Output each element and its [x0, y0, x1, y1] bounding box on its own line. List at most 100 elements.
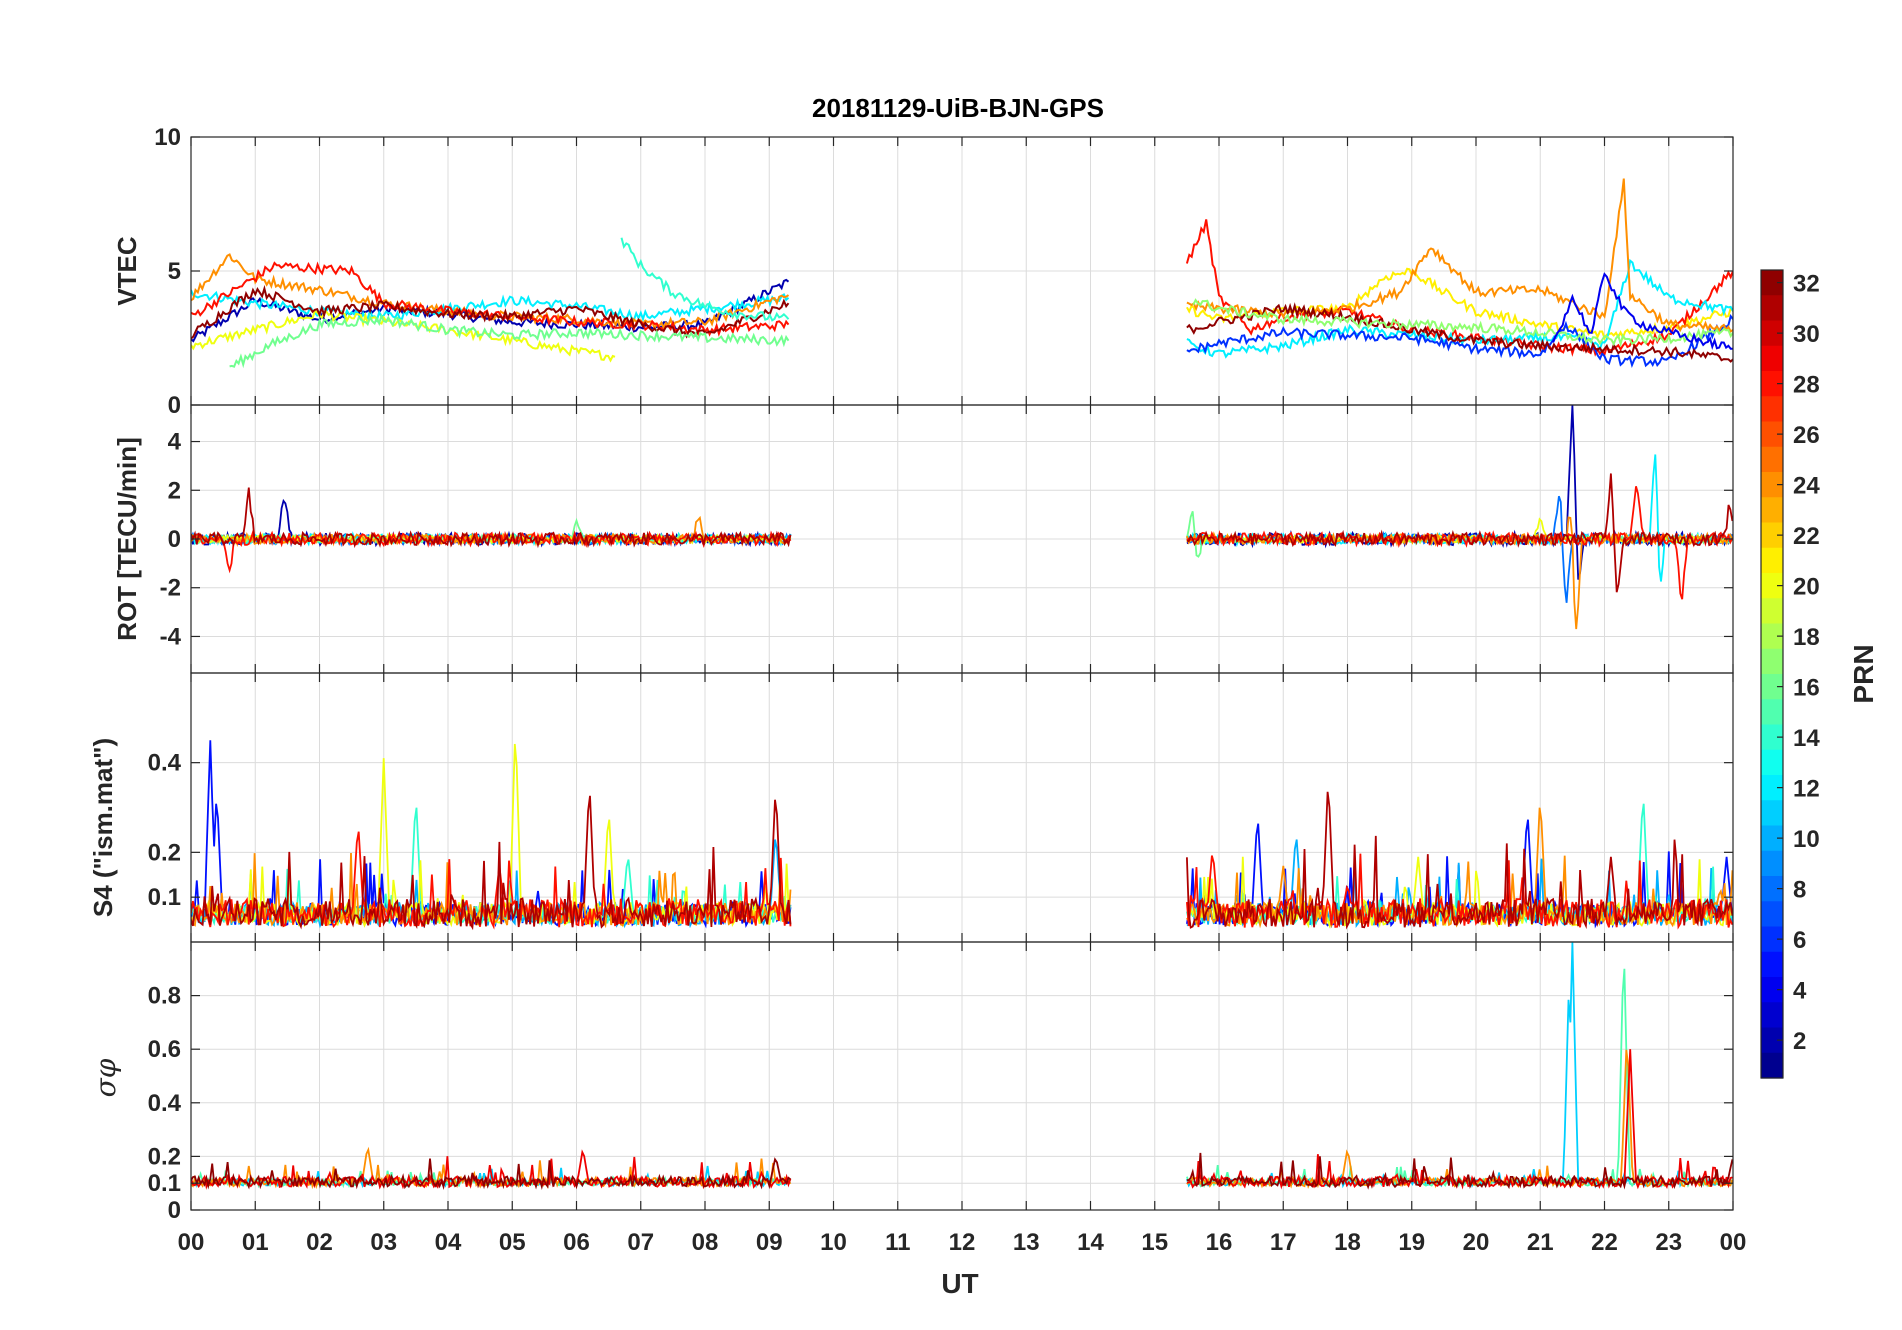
x-tick-label: 01: [242, 1229, 269, 1256]
y-tick-label: 10: [154, 124, 181, 151]
series-line-prn-31: [191, 795, 792, 931]
x-tick-label: 17: [1270, 1229, 1297, 1256]
x-tick-labels: 00 01 02 03 04 05 06 07 08 09 10 11 12 13 14 15 16 17 18 19…: [178, 1229, 1747, 1256]
colorbar-cell: [1761, 850, 1783, 877]
colorbar-cell: [1761, 270, 1783, 296]
colorbar-cell: [1761, 1002, 1783, 1029]
x-tick-label: 20: [1463, 1229, 1490, 1256]
y-tick-label: 0.1: [148, 1170, 181, 1197]
series-line-prn-29: [1186, 1049, 1733, 1190]
colorbar-cell: [1761, 320, 1783, 347]
colorbar-cell: [1761, 977, 1783, 1003]
series-line-prn-12: [191, 289, 790, 323]
colorbar-cell: [1761, 876, 1783, 902]
colorbar-cell: [1761, 497, 1783, 524]
colorbar-tick-label: 6: [1793, 927, 1806, 954]
y-tick-label: 0: [168, 1197, 181, 1224]
colorbar-tick-label: 2: [1793, 1028, 1806, 1055]
x-axis-label: UT: [941, 1268, 978, 1299]
x-tick-label: 04: [435, 1229, 462, 1256]
colorbar-cell: [1761, 674, 1783, 700]
colorbar-tick-label: 22: [1793, 523, 1820, 550]
y-axis-label-vtec: VTEC: [112, 236, 142, 306]
series-line-prn-32: [1186, 1152, 1733, 1190]
chart-title: 20181129-UiB-BJN-GPS: [812, 93, 1104, 123]
colorbar-tick-label: 28: [1793, 372, 1820, 399]
y-tick-label: 4: [168, 429, 182, 456]
series-line-prn-14: [620, 237, 790, 322]
colorbar-cell: [1761, 295, 1783, 322]
series-line-prn-31: [1186, 473, 1733, 593]
series-rot: [191, 405, 1733, 630]
colorbar-cell: [1761, 623, 1783, 650]
x-tick-label: 07: [627, 1229, 654, 1256]
y-tick-label: 0.4: [148, 1090, 182, 1117]
colorbar-cell: [1761, 648, 1783, 675]
series-line-prn-12: [1186, 258, 1733, 359]
y-ticks-vtec: 0 5 10: [154, 124, 1733, 419]
y-tick-label: 5: [168, 258, 181, 285]
colorbar-cell: [1761, 775, 1783, 801]
y-tick-label: 2: [168, 477, 181, 504]
y-tick-label: 0: [168, 392, 181, 419]
colorbar-tick-label: 26: [1793, 422, 1820, 449]
y-ticks-s4: 0.1 0.2 0.4: [148, 750, 1733, 911]
colorbar-cell: [1761, 749, 1783, 776]
colorbar-cell: [1761, 724, 1783, 751]
x-tick-label: 21: [1527, 1229, 1554, 1256]
y-tick-label: 0.2: [148, 839, 181, 866]
colorbar-cell: [1761, 547, 1783, 574]
x-tick-label: 19: [1398, 1229, 1425, 1256]
y-ticks-sigma_phi: 00.10.2 0.4 0.6 0.8: [148, 983, 1733, 1224]
colorbar-cell: [1761, 825, 1783, 852]
colorbar-cell: [1761, 446, 1783, 473]
series-line-prn-32: [191, 1157, 792, 1191]
series-line-prn-16: [229, 313, 790, 369]
y-tick-label: 0: [168, 526, 181, 553]
x-tick-label: 22: [1591, 1229, 1618, 1256]
colorbar-frame: [1760, 269, 1784, 1079]
x-tick-label: 13: [1013, 1229, 1040, 1256]
colorbar-cell: [1761, 1027, 1783, 1054]
colorbar-cell: [1761, 926, 1783, 953]
y-tick-label: 0.2: [148, 1143, 181, 1170]
colorbar-cell: [1761, 800, 1783, 827]
colorbar-tick-label: 20: [1793, 574, 1820, 601]
colorbar-cell: [1761, 472, 1783, 498]
colorbar-label: PRN: [1848, 644, 1879, 703]
series-line-prn-31: [191, 487, 792, 549]
colorbar-tick-label: 10: [1793, 826, 1820, 853]
colorbar-tick-label: 24: [1793, 473, 1820, 500]
series-s4: [191, 740, 1733, 931]
series-line-prn-32: [191, 284, 790, 340]
x-tick-label: 15: [1141, 1229, 1168, 1256]
y-tick-label: 0.8: [148, 983, 181, 1010]
series-line-prn-24: [1186, 178, 1733, 333]
x-tick-label: 08: [692, 1229, 719, 1256]
x-tick-label: 00: [178, 1229, 205, 1256]
x-tick-label: 16: [1206, 1229, 1233, 1256]
x-tick-label: 06: [563, 1229, 590, 1256]
colorbar-cell: [1761, 345, 1783, 372]
x-tick-label: 09: [756, 1229, 783, 1256]
colorbar-tick-label: 16: [1793, 675, 1820, 702]
colorbar-cell: [1761, 371, 1783, 397]
panel-vtec: 0 5 10 VTEC: [112, 124, 1734, 419]
colorbar-tick-label: 12: [1793, 776, 1820, 803]
y-axis-label-rot: ROT [TECU/min]: [112, 437, 142, 641]
y-tick-label: 0.6: [148, 1036, 181, 1063]
y-axis-label-sigma_phi: σφ: [89, 1058, 122, 1097]
series-sigma_phi: [191, 942, 1733, 1191]
colorbar-tick-label: 8: [1793, 877, 1806, 904]
panel-sigma_phi: 00.10.2 0.4 0.6 0.8 σφ: [89, 941, 1734, 1224]
y-ticks-rot: -4 -2 0 2 4: [160, 429, 1733, 650]
x-tick-label: 10: [820, 1229, 847, 1256]
x-tick-label: 14: [1077, 1229, 1104, 1256]
series-line-prn-17: [1192, 298, 1733, 348]
colorbar-tick-label: 30: [1793, 321, 1820, 348]
series-line-prn-32: [1186, 302, 1733, 363]
colorbar-cell: [1761, 573, 1783, 599]
colorbar-cell: [1761, 396, 1783, 423]
